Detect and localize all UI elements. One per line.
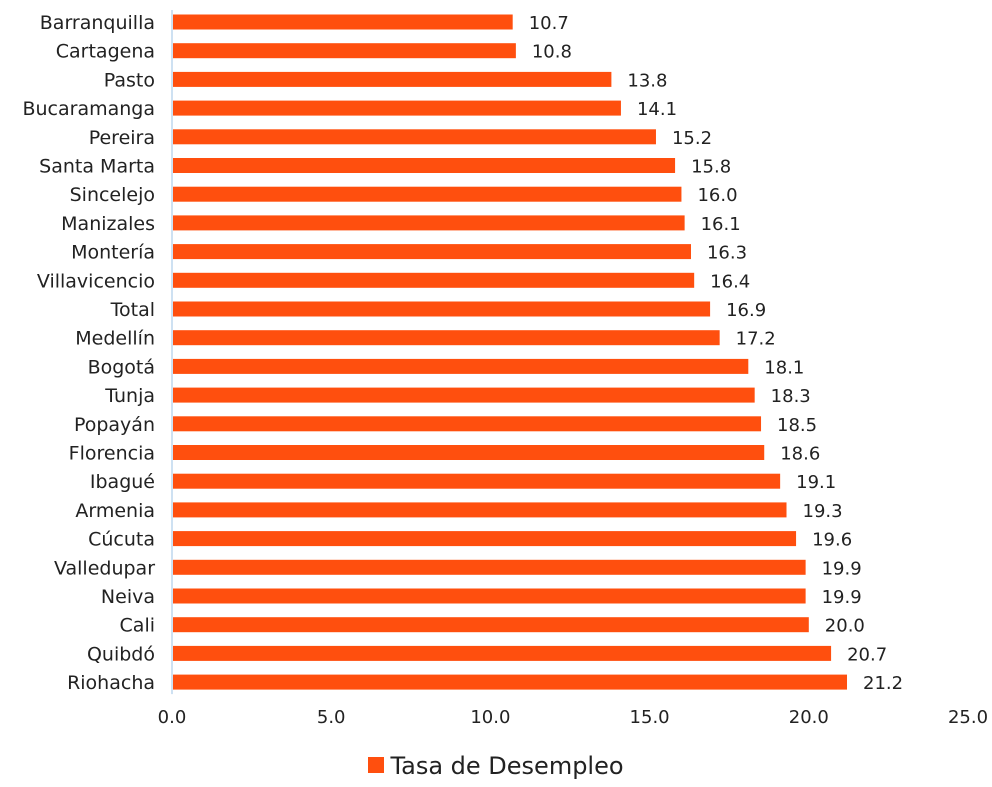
category-label: Total [110, 299, 155, 321]
category-label: Cúcuta [88, 529, 155, 551]
bar [173, 358, 749, 374]
bar [173, 559, 806, 575]
x-tick-label: 20.0 [789, 707, 829, 728]
bar [173, 387, 755, 403]
category-label: Manizales [61, 213, 155, 235]
data-label: 16.1 [701, 214, 741, 235]
bar [173, 445, 765, 460]
bar [173, 43, 516, 59]
data-label: 16.9 [726, 300, 766, 321]
category-label: Valledupar [54, 557, 155, 579]
bar [173, 129, 656, 145]
category-label: Neiva [101, 586, 155, 608]
data-label: 20.0 [825, 616, 865, 637]
data-label: 19.9 [822, 587, 862, 608]
bar [173, 272, 695, 288]
x-tick-label: 10.0 [470, 707, 510, 728]
bar [173, 14, 513, 30]
x-tick-label: 0.0 [158, 707, 187, 728]
bar [173, 674, 848, 690]
bar-chart: Barranquilla 10.7 Cartagena 10.8 Pasto 13.8 Bu… [22, 10, 988, 728]
data-label: 17.2 [736, 329, 776, 350]
data-label: 10.8 [532, 42, 572, 63]
data-label: 19.3 [803, 501, 843, 522]
data-label: 15.8 [691, 157, 731, 178]
bar [173, 330, 720, 346]
data-label: 20.7 [847, 644, 887, 665]
category-label: Riohacha [67, 672, 155, 694]
category-label: Quibdó [87, 643, 155, 665]
bar [173, 301, 711, 317]
data-label: 18.3 [771, 386, 811, 407]
data-label: 15.2 [672, 128, 712, 149]
data-label: 18.5 [777, 415, 817, 436]
category-label: Santa Marta [39, 156, 155, 178]
bar [173, 502, 787, 518]
x-tick-label: 15.0 [630, 707, 670, 728]
x-tick-label: 5.0 [317, 707, 346, 728]
category-label: Pasto [104, 69, 155, 91]
legend-swatch [368, 757, 385, 773]
data-label: 19.6 [812, 530, 852, 551]
category-label: Barranquilla [40, 12, 155, 34]
legend: Tasa de Desempleo [0, 752, 992, 780]
category-label: Florencia [69, 443, 155, 465]
category-label: Ibagué [90, 471, 155, 493]
data-label: 16.4 [710, 271, 750, 292]
category-label: Sincelejo [70, 184, 155, 206]
category-label: Popayán [74, 414, 155, 436]
bar [173, 588, 806, 604]
bar [173, 186, 682, 202]
category-label: Armenia [75, 500, 155, 522]
category-label: Cartagena [56, 41, 155, 63]
data-label: 18.6 [780, 444, 820, 465]
category-label: Bogotá [88, 356, 155, 378]
data-label: 16.3 [707, 243, 747, 264]
category-label: Montería [71, 242, 155, 264]
x-tick-label: 25.0 [948, 707, 988, 728]
category-label: Tunja [104, 385, 155, 407]
bar [173, 645, 832, 661]
category-label: Pereira [89, 127, 155, 149]
bar [173, 244, 691, 260]
data-label: 13.8 [627, 70, 667, 91]
legend-label: Tasa de Desempleo [390, 752, 624, 780]
bar [173, 531, 797, 547]
bar [173, 100, 621, 116]
data-label: 14.1 [637, 99, 677, 120]
bar [173, 158, 676, 173]
bar [173, 416, 762, 432]
category-label: Cali [120, 615, 155, 637]
bar [173, 473, 781, 489]
data-label: 10.7 [529, 13, 569, 34]
data-label: 21.2 [863, 673, 903, 694]
category-label: Medellín [75, 328, 155, 350]
data-label: 16.0 [697, 185, 737, 206]
data-label: 19.9 [822, 558, 862, 579]
bar [173, 617, 809, 633]
data-label: 18.1 [764, 357, 804, 378]
bar [173, 215, 685, 231]
bar [173, 71, 612, 87]
category-label: Villavicencio [37, 270, 155, 292]
category-label: Bucaramanga [22, 98, 155, 120]
data-label: 19.1 [796, 472, 836, 493]
